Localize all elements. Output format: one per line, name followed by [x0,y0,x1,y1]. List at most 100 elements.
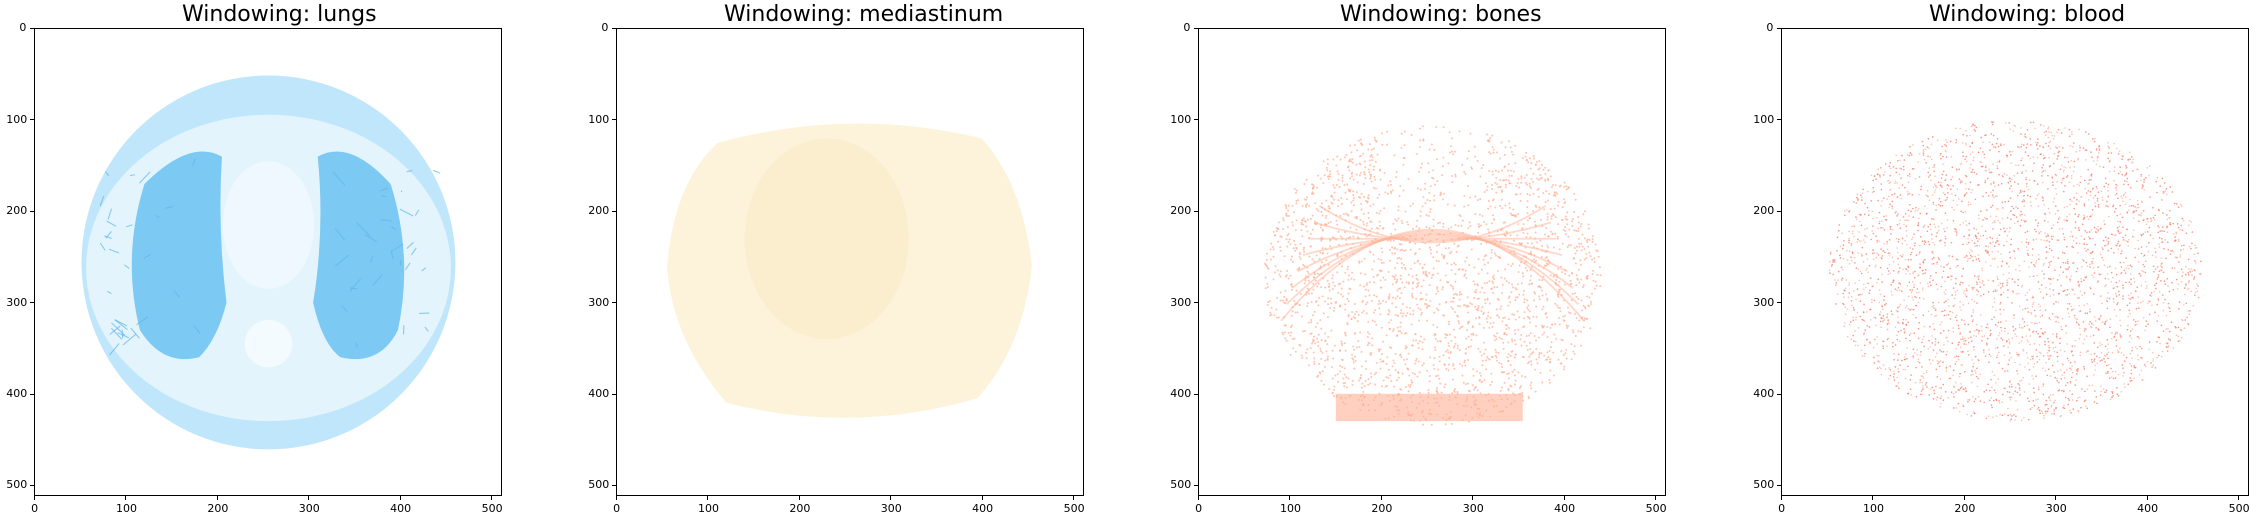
bone-pixel [1378,299,1381,302]
blood-pixel [2176,288,2179,290]
bone-pixel [1360,208,1363,211]
blood-pixel [2180,318,2183,321]
rib-arc [1313,221,1552,242]
bone-pixel [1549,358,1552,361]
bone-pixel [1349,226,1352,229]
blood-pixel [1972,168,1974,171]
bone-pixel [1467,204,1470,207]
blood-pixel [2044,134,2047,136]
bone-pixel [1424,182,1427,185]
blood-pixel [2058,216,2061,219]
blood-pixel [2084,187,2087,190]
panel-bones: Windowing: bones 0 100 200 300 400 500 0 100 200… [1170,0,1758,525]
blood-pixel [2157,299,2160,302]
bone-pixel [1327,178,1330,181]
blood-pixel [2115,273,2118,276]
blood-pixel [1886,198,1889,200]
bone-pixel [1556,237,1559,240]
blood-pixel [2099,315,2102,317]
blood-pixel [2163,280,2166,283]
bone-pixel [1277,221,1280,224]
bone-pixel [1394,369,1397,372]
blood-pixel [1896,376,1898,379]
blood-pixel [2069,235,2071,238]
blood-pixel [2076,183,2079,186]
blood-pixel [1980,210,1982,213]
bone-pixel [1581,285,1584,288]
bone-pixel [1467,150,1470,153]
blood-pixel [1870,199,1873,202]
bone-pixel [1420,313,1423,316]
blood-pixel [2100,352,2103,354]
blood-pixel [1921,341,1923,344]
bone-pixel [1320,358,1323,361]
blood-pixel [1898,173,1901,176]
blood-pixel [2003,172,2005,175]
bone-pixel [1374,178,1377,181]
bone-pixel [1283,331,1286,334]
bone-pixel [1368,281,1371,284]
blood-pixel [1888,263,1891,266]
blood-pixel [2078,337,2081,340]
bone-pixel [1545,312,1548,315]
blood-pixel [2017,382,2020,385]
blood-pixel [2082,147,2085,149]
vessel [136,316,149,326]
blood-pixel [2128,238,2130,241]
bone-pixel [1528,334,1531,337]
blood-pixel [2021,157,2024,160]
blood-pixel [1971,370,1973,373]
blood-pixel [1999,222,2001,224]
blood-pixel [2096,187,2098,190]
bone-pixel [1389,180,1392,183]
bone-pixel [1451,150,1454,153]
bone-pixel [1591,238,1594,241]
x-tick [798,496,800,500]
blood-pixel [1959,163,1962,166]
bone-pixel [1399,277,1402,280]
blood-pixel [2076,318,2079,321]
blood-pixel [1961,281,1964,284]
blood-pixel [2086,265,2089,268]
bone-pixel [1361,301,1364,304]
blood-pixel [2047,354,2049,357]
bone-pixel [1399,354,1402,357]
blood-pixel [2049,318,2052,321]
blood-pixel [1946,198,1948,201]
blood-pixel [1870,319,1872,321]
blood-pixel [1954,277,1957,280]
blood-pixel [1855,202,1857,205]
blood-pixel [1911,193,1914,196]
blood-pixel [1915,316,1917,319]
bone-pixel [1507,304,1510,307]
bone-pixel [1373,175,1376,178]
bone-pixel [1324,216,1327,219]
blood-pixel [1911,168,1914,170]
blood-pixel [2011,302,2013,304]
blood-pixel [1842,303,1845,306]
blood-pixel [1844,287,1847,290]
blood-pixel [2047,344,2050,347]
blood-pixel [1871,191,1874,194]
blood-pixel [2041,166,2043,169]
bone-pixel [1540,256,1543,259]
blood-pixel [2110,376,2113,379]
blood-pixel [2134,346,2137,348]
bone-pixel [1417,284,1420,287]
bone-pixel [1437,374,1440,377]
blood-pixel [2128,205,2131,208]
bone-pixel [1575,249,1578,252]
bone-pixel [1354,317,1357,320]
blood-pixel [2121,250,2123,252]
blood-pixel [1986,209,1988,211]
blood-pixel [2184,273,2187,276]
bone-pixel [1371,344,1374,347]
bone-pixel [1327,175,1330,178]
blood-pixel [2091,213,2094,216]
bone-pixel [1507,341,1510,344]
blood-pixel [1911,296,1914,299]
bone-pixel [1585,257,1588,260]
bone-pixel [1452,300,1455,303]
bone-pixel [1476,199,1479,202]
bone-pixel [1478,378,1481,381]
